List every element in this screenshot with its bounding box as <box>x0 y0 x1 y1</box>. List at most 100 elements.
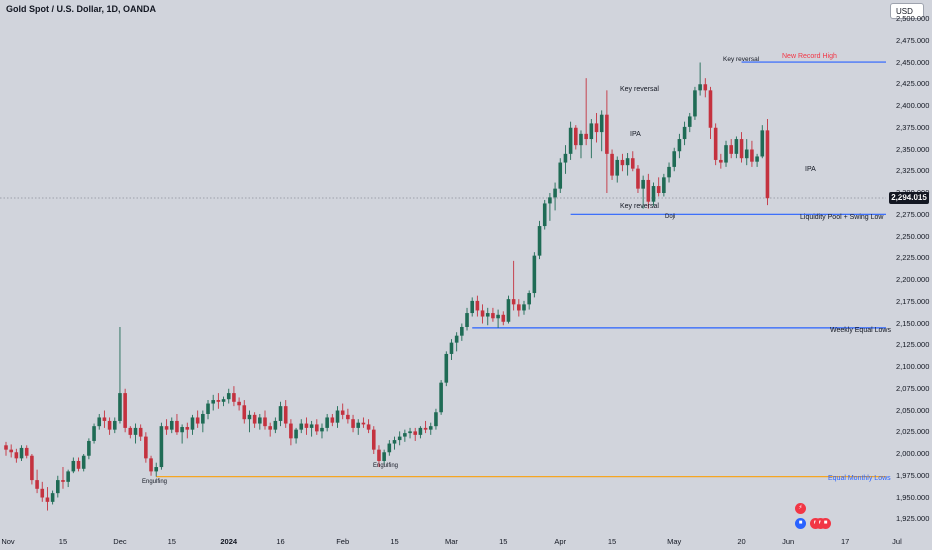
candle[interactable] <box>480 304 485 324</box>
candle[interactable] <box>149 455 153 476</box>
candle[interactable] <box>506 295 511 324</box>
candle[interactable] <box>750 140 754 167</box>
candle[interactable] <box>289 419 293 446</box>
candle[interactable] <box>589 119 594 159</box>
candle[interactable] <box>164 419 169 435</box>
candle[interactable] <box>698 62 702 96</box>
candle[interactable] <box>729 139 733 159</box>
candle[interactable] <box>201 410 205 433</box>
candle[interactable] <box>14 448 19 463</box>
candle[interactable] <box>605 90 609 193</box>
candle[interactable] <box>87 438 91 460</box>
candle[interactable] <box>195 410 200 428</box>
candle[interactable] <box>190 414 195 435</box>
candle[interactable] <box>485 307 490 326</box>
candle[interactable] <box>532 252 537 298</box>
candle[interactable] <box>428 422 433 435</box>
candle[interactable] <box>558 158 563 193</box>
candle[interactable] <box>366 419 371 434</box>
candle[interactable] <box>118 326 122 424</box>
candle[interactable] <box>568 121 573 160</box>
candle[interactable] <box>273 417 278 434</box>
candle[interactable] <box>672 147 677 172</box>
candle[interactable] <box>475 295 480 317</box>
candle[interactable] <box>501 311 506 326</box>
candle[interactable] <box>371 426 376 454</box>
candle[interactable] <box>579 130 583 159</box>
candle[interactable] <box>491 307 495 322</box>
candle[interactable] <box>283 400 288 428</box>
candle[interactable] <box>278 401 283 427</box>
candle[interactable] <box>144 432 148 463</box>
candle[interactable] <box>397 431 402 446</box>
candle[interactable] <box>734 136 739 159</box>
candle[interactable] <box>454 332 459 352</box>
candle[interactable] <box>444 351 449 387</box>
candle[interactable] <box>470 297 474 317</box>
candle[interactable] <box>4 441 8 456</box>
candle[interactable] <box>107 417 112 435</box>
candle[interactable] <box>755 153 759 167</box>
candle[interactable] <box>320 423 324 439</box>
candle[interactable] <box>641 175 645 209</box>
candle[interactable] <box>9 444 13 458</box>
candle[interactable] <box>232 386 236 407</box>
candle[interactable] <box>309 420 314 437</box>
candle[interactable] <box>760 125 765 159</box>
candle[interactable] <box>50 490 55 505</box>
candle[interactable] <box>237 397 241 411</box>
candle[interactable] <box>377 445 381 468</box>
candle[interactable] <box>128 426 133 439</box>
candle[interactable] <box>330 413 335 427</box>
candle[interactable] <box>242 400 247 424</box>
candle[interactable] <box>294 427 298 444</box>
candle[interactable] <box>221 396 226 407</box>
candle[interactable] <box>527 290 531 310</box>
candle[interactable] <box>35 469 39 494</box>
candle[interactable] <box>315 419 319 435</box>
candle[interactable] <box>45 487 50 511</box>
candle[interactable] <box>651 182 656 207</box>
candle[interactable] <box>361 417 366 428</box>
candle[interactable] <box>693 86 697 120</box>
candle[interactable] <box>460 323 464 341</box>
candle[interactable] <box>252 412 257 428</box>
candle[interactable] <box>646 173 651 209</box>
candle[interactable] <box>71 457 76 474</box>
candle[interactable] <box>511 260 516 311</box>
candle[interactable] <box>630 151 635 172</box>
candle[interactable] <box>724 140 728 167</box>
candle[interactable] <box>656 177 661 197</box>
candle[interactable] <box>335 406 340 428</box>
candle[interactable] <box>403 429 407 442</box>
candle[interactable] <box>159 422 164 470</box>
candle[interactable] <box>97 413 102 430</box>
candle[interactable] <box>449 339 454 361</box>
us-flag-event-icon[interactable]: ■ <box>820 518 831 529</box>
candle[interactable] <box>522 300 526 315</box>
candle[interactable] <box>61 467 65 489</box>
candle[interactable] <box>662 173 666 197</box>
us-flag-event-icon[interactable]: ■ <box>795 518 806 529</box>
candle[interactable] <box>625 152 630 176</box>
candle[interactable] <box>517 299 521 317</box>
candle[interactable] <box>744 139 749 166</box>
candle[interactable] <box>346 408 350 424</box>
candle[interactable] <box>682 121 687 146</box>
candle[interactable] <box>537 220 542 260</box>
candle[interactable] <box>19 445 24 461</box>
candle[interactable] <box>542 199 547 230</box>
candle[interactable] <box>30 454 34 485</box>
candle[interactable] <box>713 123 718 166</box>
candle[interactable] <box>76 457 81 472</box>
candle[interactable] <box>102 410 107 428</box>
candle[interactable] <box>439 380 443 415</box>
dividend-event-icon[interactable]: ⚡ <box>795 503 806 514</box>
candle[interactable] <box>175 413 179 435</box>
candle[interactable] <box>247 410 252 433</box>
candle[interactable] <box>382 449 386 465</box>
candle[interactable] <box>636 165 640 193</box>
candle[interactable] <box>610 149 614 180</box>
